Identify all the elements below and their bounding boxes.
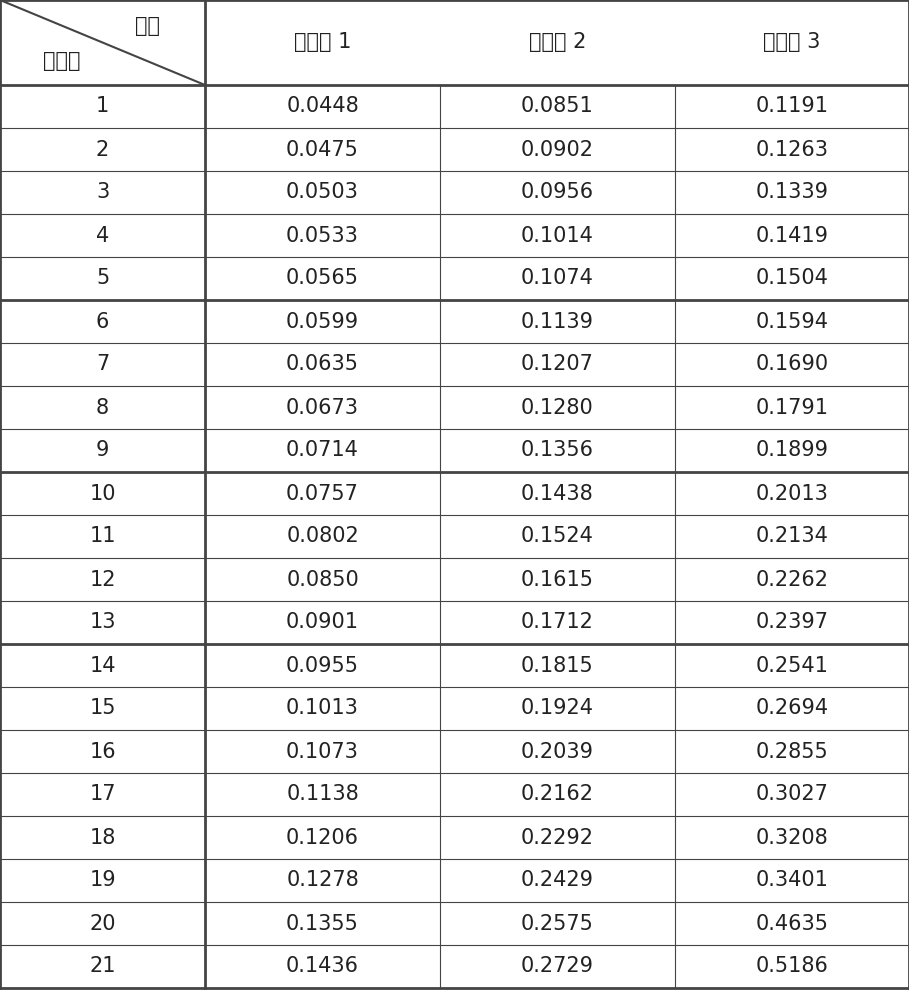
Text: 0.2292: 0.2292 bbox=[521, 828, 594, 848]
Text: 0.1263: 0.1263 bbox=[755, 139, 828, 159]
Text: 0.1138: 0.1138 bbox=[286, 784, 359, 804]
Text: 0.1791: 0.1791 bbox=[755, 397, 828, 418]
Text: 6: 6 bbox=[95, 312, 109, 332]
Text: 0.1899: 0.1899 bbox=[755, 440, 828, 460]
Text: 0.0635: 0.0635 bbox=[286, 355, 359, 374]
Text: 0.0757: 0.0757 bbox=[286, 484, 359, 504]
Text: 0.2729: 0.2729 bbox=[521, 956, 594, 976]
Text: 0.2134: 0.2134 bbox=[755, 526, 828, 546]
Text: 14: 14 bbox=[89, 656, 115, 676]
Text: 0.0533: 0.0533 bbox=[286, 226, 359, 245]
Text: 0.0673: 0.0673 bbox=[286, 397, 359, 418]
Text: 0.2575: 0.2575 bbox=[521, 914, 594, 934]
Text: 19: 19 bbox=[89, 870, 115, 890]
Text: 3: 3 bbox=[95, 182, 109, 202]
Text: 20: 20 bbox=[89, 914, 115, 934]
Text: 0.0902: 0.0902 bbox=[521, 139, 594, 159]
Text: 0.1139: 0.1139 bbox=[521, 312, 594, 332]
Text: 0.1594: 0.1594 bbox=[755, 312, 828, 332]
Text: 0.2397: 0.2397 bbox=[755, 612, 828, 633]
Text: 0.0599: 0.0599 bbox=[286, 312, 359, 332]
Text: 0.1278: 0.1278 bbox=[286, 870, 359, 890]
Text: 0.4635: 0.4635 bbox=[755, 914, 828, 934]
Text: 0.2541: 0.2541 bbox=[755, 656, 828, 676]
Text: 17: 17 bbox=[89, 784, 115, 804]
Text: 12: 12 bbox=[89, 570, 115, 589]
Text: 0.0475: 0.0475 bbox=[286, 139, 359, 159]
Text: 0.0901: 0.0901 bbox=[286, 612, 359, 633]
Text: 13: 13 bbox=[89, 612, 115, 633]
Text: 0.1438: 0.1438 bbox=[521, 484, 594, 504]
Text: 0.1690: 0.1690 bbox=[755, 355, 829, 374]
Text: 0.1355: 0.1355 bbox=[286, 914, 359, 934]
Text: 0.1339: 0.1339 bbox=[755, 182, 828, 202]
Text: 15: 15 bbox=[89, 698, 115, 718]
Text: 0.2262: 0.2262 bbox=[755, 570, 828, 589]
Text: 0.0956: 0.0956 bbox=[521, 182, 594, 202]
Text: 0.1524: 0.1524 bbox=[521, 526, 594, 546]
Text: 0.1191: 0.1191 bbox=[755, 97, 828, 116]
Text: 0.0802: 0.0802 bbox=[286, 526, 359, 546]
Text: 0.0448: 0.0448 bbox=[286, 97, 359, 116]
Text: 0.0851: 0.0851 bbox=[521, 97, 594, 116]
Text: 5: 5 bbox=[95, 268, 109, 288]
Text: 0.2855: 0.2855 bbox=[755, 742, 828, 762]
Text: 0.2694: 0.2694 bbox=[755, 698, 829, 718]
Text: 8: 8 bbox=[96, 397, 109, 418]
Text: 0.1206: 0.1206 bbox=[286, 828, 359, 848]
Text: 9: 9 bbox=[95, 440, 109, 460]
Text: 0.0850: 0.0850 bbox=[286, 570, 359, 589]
Text: 18: 18 bbox=[89, 828, 115, 848]
Text: 0.5186: 0.5186 bbox=[755, 956, 828, 976]
Text: 0.1419: 0.1419 bbox=[755, 226, 828, 245]
Text: 11: 11 bbox=[89, 526, 115, 546]
Text: 0.1074: 0.1074 bbox=[521, 268, 594, 288]
Text: 0.0503: 0.0503 bbox=[286, 182, 359, 202]
Text: 0.1073: 0.1073 bbox=[286, 742, 359, 762]
Text: 0.1924: 0.1924 bbox=[521, 698, 594, 718]
Text: 实施例 3: 实施例 3 bbox=[764, 32, 821, 52]
Text: 21: 21 bbox=[89, 956, 115, 976]
Text: 2: 2 bbox=[95, 139, 109, 159]
Text: 0.2013: 0.2013 bbox=[755, 484, 828, 504]
Text: 实施例 2: 实施例 2 bbox=[529, 32, 586, 52]
Text: 读点: 读点 bbox=[135, 15, 160, 35]
Text: 0.2429: 0.2429 bbox=[521, 870, 594, 890]
Text: 0.1436: 0.1436 bbox=[286, 956, 359, 976]
Text: 0.1207: 0.1207 bbox=[521, 355, 594, 374]
Text: 0.3208: 0.3208 bbox=[755, 828, 828, 848]
Text: 0.1815: 0.1815 bbox=[521, 656, 594, 676]
Text: 0.2039: 0.2039 bbox=[521, 742, 594, 762]
Text: 7: 7 bbox=[95, 355, 109, 374]
Text: 10: 10 bbox=[89, 484, 115, 504]
Text: 0.1615: 0.1615 bbox=[521, 570, 594, 589]
Text: 0.0955: 0.0955 bbox=[286, 656, 359, 676]
Text: 0.1712: 0.1712 bbox=[521, 612, 594, 633]
Text: 0.1504: 0.1504 bbox=[755, 268, 828, 288]
Text: 0.1280: 0.1280 bbox=[521, 397, 594, 418]
Text: 0.1356: 0.1356 bbox=[521, 440, 594, 460]
Text: 0.3401: 0.3401 bbox=[755, 870, 828, 890]
Text: 0.0565: 0.0565 bbox=[286, 268, 359, 288]
Text: 16: 16 bbox=[89, 742, 115, 762]
Text: 0.0714: 0.0714 bbox=[286, 440, 359, 460]
Text: 0.1014: 0.1014 bbox=[521, 226, 594, 245]
Text: 0.3027: 0.3027 bbox=[755, 784, 828, 804]
Text: 0.1013: 0.1013 bbox=[286, 698, 359, 718]
Text: 1: 1 bbox=[95, 97, 109, 116]
Text: 实施例 1: 实施例 1 bbox=[294, 32, 351, 52]
Text: 4: 4 bbox=[95, 226, 109, 245]
Text: 实施例: 实施例 bbox=[43, 51, 80, 71]
Text: 0.2162: 0.2162 bbox=[521, 784, 594, 804]
